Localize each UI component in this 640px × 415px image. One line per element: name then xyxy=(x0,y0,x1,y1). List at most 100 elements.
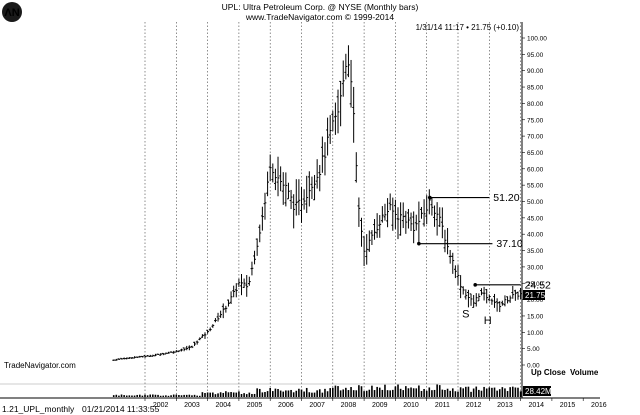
volume-bar xyxy=(491,387,493,397)
y-tick-label: 75.00 xyxy=(527,117,544,124)
volume-bar xyxy=(165,395,167,397)
volume-bar xyxy=(112,395,115,397)
volume-bar xyxy=(209,392,212,397)
price-bar xyxy=(448,249,452,264)
price-bar xyxy=(354,152,358,183)
price-bar xyxy=(232,285,236,298)
volume-bar xyxy=(204,393,206,397)
price-bar xyxy=(164,352,168,355)
volume-bar xyxy=(504,388,506,397)
volume-bar xyxy=(201,392,204,397)
price-bar xyxy=(117,358,121,360)
volume-bar xyxy=(318,389,321,397)
price-bar xyxy=(320,136,324,173)
price-bar xyxy=(360,217,363,247)
volume-bar xyxy=(120,394,123,397)
price-bar xyxy=(245,275,249,297)
price-bar xyxy=(336,89,340,134)
volume-bar xyxy=(363,391,365,397)
volume-bar xyxy=(157,394,159,397)
price-bar xyxy=(480,288,483,296)
price-bar xyxy=(130,357,134,359)
annotation-label: 24.52 xyxy=(525,279,551,291)
volume-bar xyxy=(141,395,144,397)
volume-bar xyxy=(274,388,277,397)
volume-bar xyxy=(402,390,405,397)
volume-bar xyxy=(342,389,345,397)
price-bar xyxy=(388,193,392,211)
price-bar xyxy=(474,293,478,307)
y-tick-label: 100.00 xyxy=(527,36,547,43)
price-bar xyxy=(120,357,123,360)
x-tick-label: 2008 xyxy=(341,402,357,409)
price-bar xyxy=(156,353,160,355)
volume-bar xyxy=(405,386,407,397)
y-tick-label: 55.00 xyxy=(527,183,544,190)
volume-bar xyxy=(347,390,350,397)
volume-bar xyxy=(214,394,217,397)
price-bar xyxy=(177,350,181,353)
tradenavigator-logo: ɅN xyxy=(2,2,22,22)
footer-chart-id: 1.21_UPL_monthly xyxy=(2,404,75,414)
x-tick-label: 2016 xyxy=(591,402,607,409)
price-bar xyxy=(391,197,395,231)
price-bar xyxy=(365,234,369,265)
price-bar xyxy=(122,357,126,360)
volume-bar xyxy=(321,392,324,397)
volume-bar xyxy=(172,394,175,397)
price-bar xyxy=(440,207,444,239)
volume-bar xyxy=(123,395,125,397)
price-bar xyxy=(255,238,259,256)
price-bar xyxy=(511,285,515,299)
price-bar xyxy=(307,171,311,207)
volume-bar xyxy=(196,395,198,397)
x-tick-label: 2005 xyxy=(247,402,263,409)
volume-bar xyxy=(253,393,256,397)
price-bar xyxy=(344,53,348,80)
volume-bar xyxy=(136,394,138,397)
volume-bar xyxy=(334,385,337,397)
price-bars xyxy=(112,45,522,361)
volume-bar xyxy=(152,394,154,397)
price-bar xyxy=(250,261,254,276)
x-tick-label: 2011 xyxy=(435,402,450,409)
price-bar xyxy=(182,347,186,352)
price-bar xyxy=(294,179,298,216)
volume-bar xyxy=(277,389,279,397)
price-bar xyxy=(172,350,176,354)
price-bar xyxy=(214,318,217,323)
volume-bar xyxy=(118,395,120,397)
price-bar xyxy=(185,345,189,351)
y-tick-label: 40.00 xyxy=(527,232,544,239)
x-tick-label: 2004 xyxy=(215,402,231,409)
volume-bar xyxy=(517,387,519,397)
y-tick-label: 50.00 xyxy=(527,199,544,206)
price-bar xyxy=(357,197,361,227)
volume-bar xyxy=(308,392,311,397)
volume-bar xyxy=(397,384,399,397)
y-tick-label: 20.00 xyxy=(527,297,544,304)
volume-bar xyxy=(206,392,209,397)
volume-bar xyxy=(412,388,415,397)
volume-bar xyxy=(475,386,478,397)
price-bar xyxy=(425,195,429,225)
price-bar xyxy=(143,355,147,358)
volume-bar xyxy=(240,393,243,397)
volume-bar xyxy=(212,392,214,397)
price-bar xyxy=(234,283,238,298)
price-bar xyxy=(242,278,246,288)
volume-bar xyxy=(483,386,485,397)
volume-bar xyxy=(261,392,264,397)
price-bar xyxy=(383,203,387,221)
volume-bar xyxy=(488,387,491,397)
copyright-text: www.TradeNavigator.com © 1999-2014 xyxy=(245,12,394,22)
price-bar xyxy=(310,176,314,199)
price-bar xyxy=(422,199,426,227)
price-bar xyxy=(221,303,225,319)
volume-label-box xyxy=(523,386,551,396)
volume-bars xyxy=(112,384,522,397)
price-bar xyxy=(451,252,455,274)
volume-bar xyxy=(332,387,334,397)
volume-bar xyxy=(415,388,418,397)
